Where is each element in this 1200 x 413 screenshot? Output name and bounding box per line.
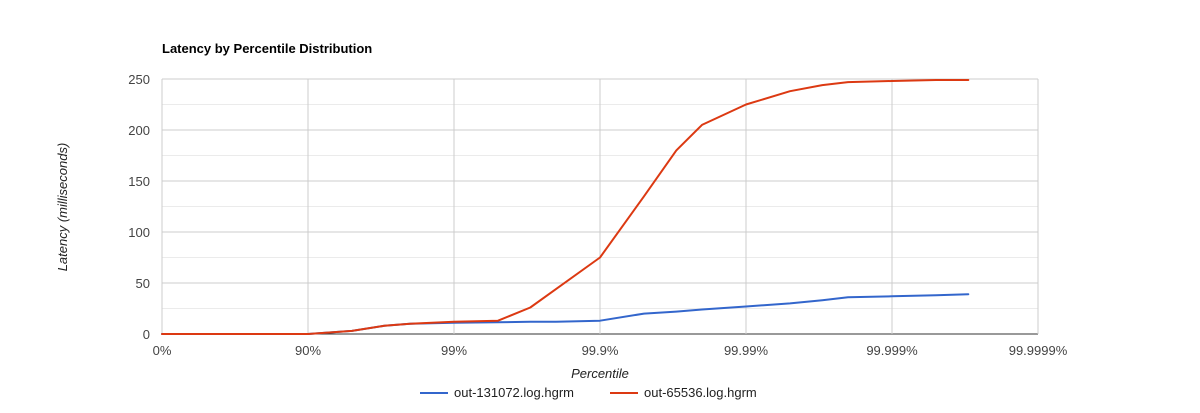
y-tick-label: 50: [136, 276, 150, 291]
y-tick-label: 100: [128, 225, 150, 240]
y-axis-title: Latency (milliseconds): [55, 143, 70, 272]
series-line-2: [161, 79, 970, 335]
x-tick-label: 99%: [441, 343, 467, 358]
x-tick-label: 99.9%: [582, 343, 619, 358]
y-tick-label: 200: [128, 123, 150, 138]
x-tick-label: 90%: [295, 343, 321, 358]
legend-item-1[interactable]: out-131072.log.hgrm: [420, 385, 574, 400]
x-tick-label: 0%: [153, 343, 172, 358]
x-tick-label: 99.9999%: [1009, 343, 1068, 358]
y-axis-ticks: 0 50 100 150 200 250: [128, 72, 150, 342]
y-tick-label: 250: [128, 72, 150, 87]
x-axis-ticks: 0% 90% 99% 99.9% 99.99% 99.999% 99.9999%: [153, 343, 1068, 358]
legend-label: out-65536.log.hgrm: [644, 385, 757, 400]
legend-item-2[interactable]: out-65536.log.hgrm: [610, 385, 757, 400]
legend-label: out-131072.log.hgrm: [454, 385, 574, 400]
series-lines: [161, 79, 970, 335]
legend[interactable]: out-131072.log.hgrm out-65536.log.hgrm: [420, 385, 757, 400]
y-tick-label: 150: [128, 174, 150, 189]
x-tick-label: 99.999%: [866, 343, 918, 358]
chart-title: Latency by Percentile Distribution: [162, 41, 372, 56]
x-axis-title: Percentile: [571, 366, 629, 381]
x-tick-label: 99.99%: [724, 343, 769, 358]
y-tick-label: 0: [143, 327, 150, 342]
series-line-1: [161, 293, 970, 335]
grid: [161, 78, 1039, 335]
